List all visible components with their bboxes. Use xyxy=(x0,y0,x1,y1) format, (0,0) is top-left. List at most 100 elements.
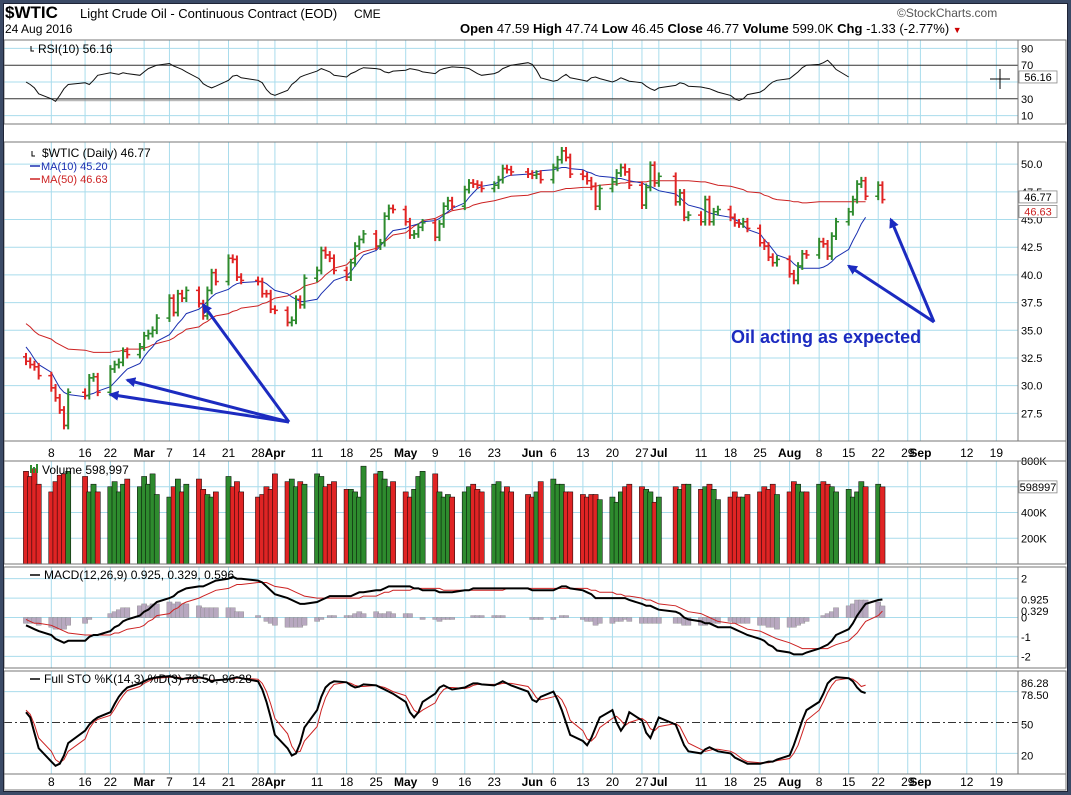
volume-legend-icon xyxy=(36,464,38,473)
x-tick-label-bottom: 11 xyxy=(695,775,708,789)
x-tick-label: Mar xyxy=(133,446,155,460)
macd-histogram-bar xyxy=(656,617,662,624)
rsi-legend-icon xyxy=(30,46,34,52)
price-bar xyxy=(149,326,156,338)
volume-last-tag-box xyxy=(1018,480,1058,494)
volume-tick-label: 200K xyxy=(1021,533,1047,545)
volume-value: 599.0K xyxy=(792,21,834,36)
price-bar xyxy=(153,314,160,335)
macd-tick-label: 2 xyxy=(1021,574,1027,586)
x-tick-label-bottom: 22 xyxy=(104,775,118,789)
price-bar xyxy=(799,249,806,270)
volume-bar xyxy=(862,486,869,565)
x-tick-label: May xyxy=(394,446,418,460)
x-tick-label: 12 xyxy=(960,446,974,460)
price-bar xyxy=(478,181,485,193)
x-tick-label: 18 xyxy=(724,446,738,460)
volume-label: Volume xyxy=(742,21,789,36)
x-tick-label-bottom: 19 xyxy=(990,775,1004,789)
x-tick-label-bottom-strip xyxy=(4,773,1067,791)
annotation-arrow xyxy=(125,377,290,424)
volume-legend: Volume 598,997 xyxy=(42,463,129,477)
x-tick-label-bottom: 6 xyxy=(550,775,557,789)
volume-bar xyxy=(301,483,308,565)
annotation-arrow xyxy=(847,264,935,324)
x-tick-label: 21 xyxy=(222,446,236,460)
price-bar xyxy=(617,163,624,177)
x-tick-label: 19 xyxy=(990,446,1004,460)
price-bar xyxy=(402,205,409,226)
x-tick-label-bottom: 16 xyxy=(458,775,472,789)
macd-histogram-bar xyxy=(563,615,569,618)
price-bar xyxy=(259,277,266,298)
price-bar xyxy=(849,195,856,216)
x-tick-label: 29 xyxy=(901,446,915,460)
price-bar xyxy=(622,163,629,176)
x-tick-label-bottom: Jul xyxy=(650,775,667,789)
price-bar xyxy=(52,383,59,402)
price-bar xyxy=(212,268,219,286)
price-bar xyxy=(773,255,780,267)
price-tick-label: 30.0 xyxy=(1021,381,1042,393)
high-label: High xyxy=(533,21,562,36)
price-bar xyxy=(710,207,717,226)
x-tick-label: 11 xyxy=(695,446,708,460)
x-tick-label: Apr xyxy=(265,446,286,460)
volume-bar xyxy=(331,481,337,565)
price-bar xyxy=(769,253,776,267)
low-value: 46.45 xyxy=(631,21,664,36)
x-tick-label: 9 xyxy=(432,446,439,460)
macd-histogram-bar xyxy=(331,615,337,618)
annotation-arrow xyxy=(201,303,291,423)
price-bar xyxy=(111,360,118,373)
volume-bar xyxy=(655,496,662,565)
price-bar xyxy=(301,274,308,309)
x-tick-label-bottom: Mar xyxy=(133,775,155,789)
chart-frame: $WTIC Light Crude Oil - Continuous Contr… xyxy=(3,3,1068,792)
price-bar xyxy=(584,172,591,185)
x-tick-label: 16 xyxy=(78,446,92,460)
macd-histogram-bar xyxy=(407,613,413,618)
chg-label: Chg xyxy=(837,21,863,36)
volume-bar xyxy=(744,494,751,565)
volume-legend-icon xyxy=(30,465,32,473)
x-tick-label-bottom: Sep xyxy=(909,775,931,789)
stochastic-tick-label: 86.28 xyxy=(1021,678,1049,690)
volume-bar xyxy=(508,491,515,565)
price-tick-label: 37.5 xyxy=(1021,298,1042,310)
ma50-value-tag-box xyxy=(1018,205,1058,218)
volume-bar xyxy=(449,496,455,565)
macd-histogram-bar xyxy=(301,617,308,626)
stochastic-tick-label: 78.50 xyxy=(1021,690,1049,702)
volume-bar xyxy=(774,494,780,565)
volume-bar xyxy=(238,491,245,565)
macd-histogram-bar xyxy=(35,617,42,626)
price-bar xyxy=(508,165,515,176)
volume-bar xyxy=(626,483,633,565)
price-bar xyxy=(698,211,705,226)
macd-tick-label: 0 xyxy=(1021,613,1027,625)
macd-histogram-bar xyxy=(238,611,244,618)
price-bar xyxy=(314,266,321,283)
volume-bar xyxy=(124,478,131,565)
macd-legend: MACD(12,26,9) 0.925, 0.329, 0.596 xyxy=(44,568,234,582)
stochastic-k-line xyxy=(25,675,866,768)
x-tick-label-bottom: 15 xyxy=(842,775,856,789)
ticker-symbol: $WTIC xyxy=(5,3,58,22)
volume-bar xyxy=(212,491,219,565)
price-bar xyxy=(94,372,101,397)
volume-bar xyxy=(537,481,544,565)
rsi-line xyxy=(25,59,849,102)
price-bar xyxy=(381,212,388,247)
price-bar xyxy=(330,254,337,275)
price-bar xyxy=(115,358,122,369)
volume-bar xyxy=(567,491,574,565)
x-tick-label: 23 xyxy=(488,446,502,460)
price-bar xyxy=(833,217,840,241)
close-label: Close xyxy=(667,21,703,36)
price-bar xyxy=(136,342,143,359)
volume-bar xyxy=(183,483,190,565)
price-bar xyxy=(385,204,392,221)
rsi-tick-label: 70 xyxy=(1021,60,1033,72)
